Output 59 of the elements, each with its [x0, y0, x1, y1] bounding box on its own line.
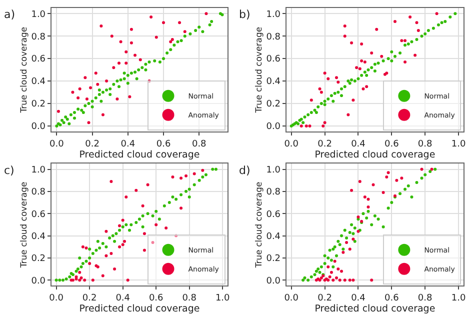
x-tick-label: 0.2 [318, 139, 332, 150]
y-tick-label: 0.4 [266, 77, 281, 88]
y-tick-label: 1.0 [31, 165, 46, 176]
x-tick-label: 0.0 [284, 293, 299, 304]
x-tick-label: 0.2 [318, 293, 332, 304]
chart-title: a) [4, 8, 16, 21]
x-tick-label: 0.0 [50, 139, 64, 150]
chart-title: c) [4, 164, 14, 177]
x-tick-label: 1.0 [215, 293, 230, 304]
x-tick-label: 0.2 [85, 139, 100, 150]
y-tick-label: 0.8 [266, 32, 281, 42]
x-axis-title: Predicted cloud coverage [314, 304, 436, 315]
y-tick-label: 0.0 [266, 276, 281, 286]
x-tick-label: 0.8 [182, 293, 197, 304]
x-tick-label: 0.6 [148, 293, 164, 304]
y-tick-label: 0.6 [266, 54, 281, 65]
x-tick-label: 0.4 [116, 293, 130, 304]
y-axis-title: True cloud coverage [20, 182, 30, 269]
y-tick-label: 0.6 [31, 54, 46, 65]
y-tick-label: 0.2 [266, 100, 281, 110]
x-tick-label: 1.0 [451, 293, 466, 304]
y-tick-label: 0.2 [31, 254, 46, 264]
y-tick-label: 0.0 [266, 122, 281, 132]
x-tick-label: 0.8 [418, 139, 433, 150]
y-tick-label: 0.6 [31, 210, 46, 220]
y-tick-label: 0.4 [31, 77, 46, 88]
x-tick-label: 0.0 [284, 139, 299, 150]
y-tick-label: 1.0 [266, 165, 281, 176]
x-tick-label: 1.0 [451, 139, 466, 150]
y-tick-label: 1.0 [31, 10, 46, 20]
x-axis-title: Predicted cloud coverage [79, 304, 200, 315]
x-tick-label: 0.0 [49, 293, 64, 304]
y-tick-label: 0.0 [31, 276, 46, 286]
x-tick-label: 0.2 [82, 293, 97, 304]
y-tick-label: 1.0 [266, 10, 281, 20]
y-tick-label: 0.6 [266, 210, 281, 220]
x-tick-label: 0.6 [156, 139, 171, 150]
chart-title: b) [239, 8, 250, 21]
x-axis-title: Predicted cloud coverage [79, 150, 200, 161]
y-tick-label: 0.8 [31, 188, 46, 198]
y-tick-label: 0.4 [31, 232, 46, 242]
y-tick-label: 0.2 [31, 100, 46, 110]
y-axis-title: True cloud coverage [20, 26, 30, 114]
x-tick-label: 0.8 [192, 139, 207, 150]
x-tick-label: 0.4 [120, 139, 136, 150]
y-tick-label: 0.2 [266, 254, 281, 264]
x-axis-title: Predicted cloud coverage [314, 150, 436, 161]
x-tick-label: 0.6 [384, 139, 400, 150]
y-tick-label: 0.0 [31, 122, 46, 132]
y-axis-title: True cloud coverage [254, 26, 265, 114]
x-tick-label: 0.8 [418, 293, 433, 304]
y-tick-label: 0.8 [31, 32, 46, 42]
chart-title: d) [239, 164, 250, 177]
y-tick-label: 0.8 [266, 188, 281, 198]
x-tick-label: 0.4 [351, 293, 366, 304]
y-axis-title: True cloud coverage [254, 182, 265, 269]
x-tick-label: 0.6 [384, 293, 400, 304]
y-tick-label: 0.4 [266, 232, 281, 242]
x-tick-label: 0.4 [351, 139, 366, 150]
